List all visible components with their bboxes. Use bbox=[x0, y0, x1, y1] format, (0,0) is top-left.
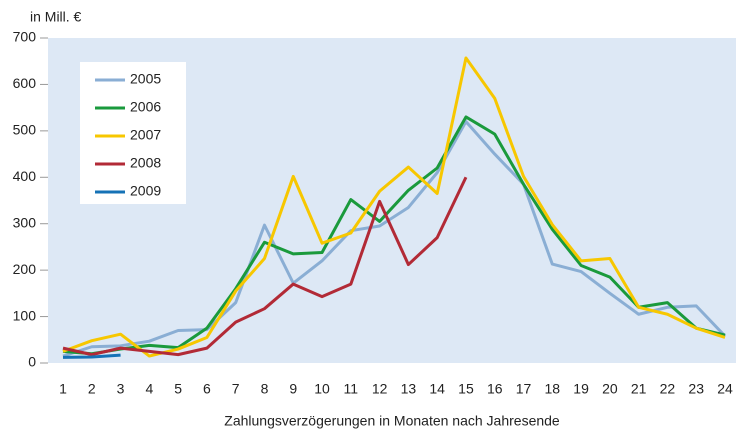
x-tick-label: 4 bbox=[145, 381, 153, 397]
x-tick-label: 10 bbox=[314, 381, 330, 397]
y-tick-label: 500 bbox=[13, 122, 37, 138]
x-tick-label: 16 bbox=[487, 381, 503, 397]
x-tick-label: 11 bbox=[344, 381, 359, 397]
line-series bbox=[62, 56, 726, 358]
legend bbox=[80, 62, 186, 204]
x-tick-label: 20 bbox=[602, 381, 618, 397]
x-tick-label: 12 bbox=[372, 381, 388, 397]
y-tick-label: 300 bbox=[13, 214, 37, 230]
x-tick-label: 5 bbox=[174, 381, 182, 397]
x-tick-label: 22 bbox=[660, 381, 676, 397]
y-tick-label: 0 bbox=[28, 354, 36, 370]
x-tick-label: 1 bbox=[59, 381, 67, 397]
x-tick-label: 21 bbox=[631, 381, 647, 397]
line-series bbox=[62, 176, 468, 357]
x-tick-label: 18 bbox=[545, 381, 561, 397]
legend-label: 2009 bbox=[130, 183, 161, 199]
legend-label: 2007 bbox=[130, 127, 161, 143]
y-tick-label: 100 bbox=[13, 307, 37, 323]
x-tick-label: 8 bbox=[261, 381, 269, 397]
x-tick-label: 19 bbox=[573, 381, 589, 397]
x-axis-label: Zahlungsverzögerungen in Monaten nach Ja… bbox=[224, 413, 560, 429]
x-tick-label: 15 bbox=[458, 381, 474, 397]
x-tick-label: 14 bbox=[429, 381, 445, 397]
y-tick-label: 400 bbox=[13, 168, 37, 184]
y-tick-label: 600 bbox=[13, 75, 37, 91]
x-tick-label: 7 bbox=[232, 381, 240, 397]
y-tick-label: 200 bbox=[13, 261, 37, 277]
x-tick-label: 13 bbox=[401, 381, 417, 397]
legend-label: 2005 bbox=[130, 71, 161, 87]
legend-label: 2008 bbox=[130, 155, 161, 171]
x-tick-label: 17 bbox=[516, 381, 532, 397]
line-series bbox=[62, 115, 726, 356]
x-tick-label: 2 bbox=[88, 381, 96, 397]
x-tick-label: 3 bbox=[117, 381, 125, 397]
line-series bbox=[62, 353, 121, 359]
x-tick-label: 6 bbox=[203, 381, 211, 397]
x-tick-label: 23 bbox=[688, 381, 704, 397]
chart-title: in Mill. € bbox=[30, 9, 82, 25]
x-tick-label: 9 bbox=[289, 381, 297, 397]
x-tick-label: 24 bbox=[717, 381, 733, 397]
y-tick-label: 700 bbox=[13, 29, 37, 45]
line-series bbox=[62, 120, 727, 358]
legend-label: 2006 bbox=[130, 99, 161, 115]
